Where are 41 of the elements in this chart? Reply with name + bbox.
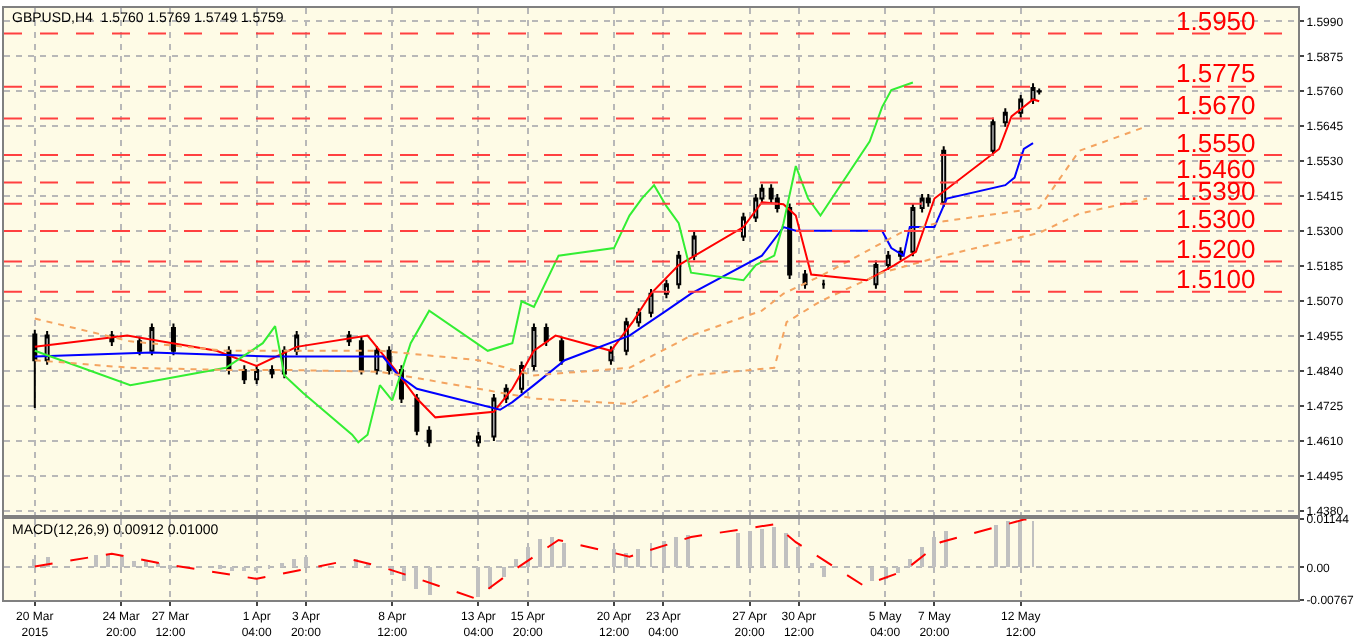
ref-line-label: 1.5300	[1176, 204, 1256, 234]
candlestick	[543, 322, 549, 347]
ref-line-label: 1.5950	[1176, 6, 1256, 36]
candlestick	[531, 322, 537, 372]
candlestick	[990, 116, 996, 157]
candlestick	[873, 259, 879, 290]
ref-line-label: 1.5200	[1176, 234, 1256, 264]
candlestick	[768, 183, 774, 205]
candlestick	[254, 364, 260, 385]
candlestick	[691, 230, 697, 262]
candlestick	[149, 322, 155, 357]
candlestick	[426, 425, 432, 448]
ref-line-label: 1.5550	[1176, 128, 1256, 158]
candlestick	[269, 364, 275, 380]
candlestick	[1036, 87, 1042, 96]
candlestick	[414, 392, 420, 437]
candlestick	[885, 250, 891, 271]
candlestick	[32, 328, 38, 409]
candlestick	[925, 192, 931, 208]
ref-line-label: 1.5775	[1176, 58, 1256, 88]
candlestick	[676, 250, 682, 290]
line-series	[33, 197, 1149, 405]
candlestick	[787, 202, 793, 281]
candlestick	[559, 335, 565, 366]
line-series	[33, 81, 914, 444]
candlestick	[1002, 107, 1008, 128]
ref-line-label: 1.5670	[1176, 90, 1256, 120]
candlestick	[241, 364, 247, 385]
line-series	[33, 98, 1041, 419]
candlestick	[648, 288, 654, 319]
candlestick	[491, 392, 497, 443]
candlestick	[608, 345, 614, 366]
candlestick	[475, 430, 481, 448]
candlestick	[137, 335, 143, 357]
candlestick	[170, 322, 176, 357]
candlestick	[821, 278, 827, 290]
candlestick	[919, 192, 925, 214]
candlestick	[802, 268, 808, 290]
ref-line-label: 1.5100	[1176, 264, 1256, 294]
line-series	[33, 142, 1035, 411]
candlestick	[1030, 82, 1036, 106]
